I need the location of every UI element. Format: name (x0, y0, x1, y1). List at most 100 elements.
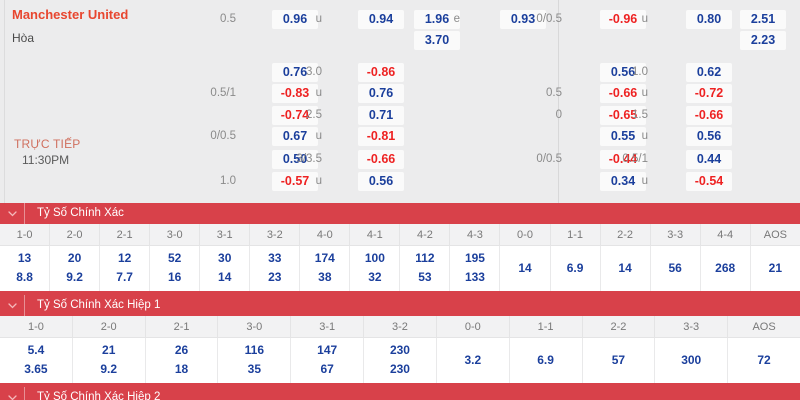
odds-value-cell[interactable]: -0.66 (686, 106, 732, 125)
score-cell[interactable]: 112 53 (399, 245, 451, 291)
score-cell[interactable]: 20 9.2 (49, 245, 101, 291)
section-header[interactable]: Tỷ Số Chính Xác Hiệp 2 (0, 387, 800, 400)
odds-handicap: u (315, 87, 322, 99)
score-value-away: 18 (174, 362, 189, 376)
section-header-divider (24, 387, 25, 400)
score-cell-draw[interactable]: 300 (654, 337, 729, 383)
team-name-home[interactable]: Manchester United (12, 7, 129, 22)
score-cell-draw[interactable]: 21 (750, 245, 800, 291)
score-column-header: 3-3 (650, 224, 701, 246)
score-value-home: 26 (174, 343, 189, 357)
odds-value-cell[interactable]: 0.55 (600, 127, 646, 146)
section-title: Tỷ Số Chính Xác Hiệp 2 (37, 391, 161, 400)
score-cell[interactable]: 174 38 (299, 245, 351, 291)
odds-value-cell[interactable]: 0.56 (686, 127, 732, 146)
score-cell[interactable]: 100 32 (349, 245, 401, 291)
score-column-header: 1-1 (509, 316, 583, 338)
score-cell[interactable]: 33 23 (249, 245, 301, 291)
odds-value-cell[interactable]: 0.56 (358, 172, 404, 191)
chevron-down-icon[interactable] (0, 394, 24, 400)
score-cell-draw[interactable]: 57 (582, 337, 656, 383)
odds-value-cell[interactable]: 0.93 (500, 10, 546, 29)
score-value-away: 9.2 (66, 270, 83, 284)
score-section: Tỷ Số Chính Xác Hiệp 1 1-0 2-0 2-1 3-0 3-1 3-2… (0, 295, 800, 387)
score-cell-draw[interactable]: 6.9 (509, 337, 583, 383)
score-cell[interactable]: 195 133 (449, 245, 501, 291)
score-cell-draw[interactable]: 6.9 (550, 245, 601, 291)
odds-value-cell[interactable]: 1.96 (414, 10, 460, 29)
score-value-away: 8.8 (16, 270, 33, 284)
odds-handicap: 0/0.5 (536, 13, 562, 25)
odds-value-cell[interactable]: -0.44 (600, 150, 646, 169)
odds-value-cell[interactable]: 0.96 (272, 10, 318, 29)
odds-value-cell[interactable]: 0.76 (272, 63, 318, 82)
odds-value-cell[interactable]: 0.44 (686, 150, 732, 169)
score-cell-draw[interactable]: 14 (600, 245, 651, 291)
odds-value-cell[interactable]: 0.50 (272, 150, 318, 169)
odds-value-cell[interactable]: -0.72 (686, 84, 732, 103)
score-value-home: 52 (168, 251, 182, 265)
score-cell[interactable]: 116 35 (217, 337, 292, 383)
score-cell[interactable]: 230 230 (363, 337, 437, 383)
odds-value-cell[interactable]: 0.94 (358, 10, 404, 29)
odds-value-cell[interactable]: 0.76 (358, 84, 404, 103)
score-column-header: 3-3 (654, 316, 729, 338)
odds-value-cell[interactable]: -0.83 (272, 84, 318, 103)
score-column-header: 3-0 (149, 224, 201, 246)
score-column-header: 2-0 (72, 316, 146, 338)
score-cell[interactable]: 52 16 (149, 245, 201, 291)
odds-value-cell[interactable]: 0.34 (600, 172, 646, 191)
odds-value-cell[interactable]: -0.66 (358, 150, 404, 169)
section-header[interactable]: Tỷ Số Chính Xác (0, 203, 800, 224)
odds-value-cell[interactable]: 3.70 (414, 31, 460, 50)
section-header-divider (24, 295, 25, 316)
score-cell-draw[interactable]: 268 (700, 245, 751, 291)
table-row: 13 8.8 20 9.2 12 7.7 52 16 30 14 33 23 174 38 100 32 112… (0, 245, 800, 291)
odds-value-cell[interactable]: -0.54 (686, 172, 732, 191)
score-value-home: 116 (244, 343, 265, 357)
chevron-down-icon[interactable] (0, 210, 24, 217)
score-cell[interactable]: 30 14 (199, 245, 251, 291)
odds-value-cell[interactable]: -0.66 (600, 84, 646, 103)
odds-value-cell[interactable]: 0.56 (600, 63, 646, 82)
section-title: Tỷ Số Chính Xác (37, 207, 124, 219)
score-cell[interactable]: 26 18 (145, 337, 219, 383)
score-column-header: 1-1 (550, 224, 601, 246)
odds-value-cell[interactable]: 0.80 (686, 10, 732, 29)
score-cell-draw[interactable]: 56 (650, 245, 701, 291)
score-value-away: 67 (320, 362, 334, 376)
chevron-down-icon[interactable] (0, 302, 24, 309)
odds-market-divider (558, 0, 559, 203)
section-header[interactable]: Tỷ Số Chính Xác Hiệp 1 (0, 295, 800, 316)
score-cell[interactable]: 147 67 (290, 337, 365, 383)
score-cell[interactable]: 5.4 3.65 (0, 337, 73, 383)
odds-value-cell[interactable]: -0.74 (272, 106, 318, 125)
score-cell[interactable]: 21 9.2 (72, 337, 146, 383)
odds-handicap: 0.5 (220, 13, 236, 25)
odds-value-cell[interactable]: -0.81 (358, 127, 404, 146)
score-column-header: 2-2 (600, 224, 651, 246)
odds-handicap: 3/3.5 (296, 153, 322, 165)
odds-value-cell[interactable]: -0.86 (358, 63, 404, 82)
score-value-away: 53 (418, 270, 432, 284)
odds-value-cell[interactable]: 2.51 (740, 10, 786, 29)
score-table: 1-0 2-0 2-1 3-0 3-1 3-2 4-0 4-1 4-2 4-3 0-0 1-1 2-2 3… (0, 224, 800, 291)
odds-value-cell[interactable]: -0.96 (600, 10, 646, 29)
score-cell-draw[interactable]: 14 (499, 245, 551, 291)
score-cell[interactable]: 12 7.7 (99, 245, 151, 291)
score-cell-draw[interactable]: 72 (727, 337, 800, 383)
match-teams: Manchester United Hòa (12, 6, 242, 48)
odds-value-cell[interactable]: 2.23 (740, 31, 786, 50)
odds-value-cell[interactable]: -0.57 (272, 172, 318, 191)
odds-value-cell[interactable]: 0.67 (272, 127, 318, 146)
odds-value-cell[interactable]: -0.65 (600, 106, 646, 125)
score-column-header: 1-0 (0, 316, 73, 338)
odds-value-cell[interactable]: 0.71 (358, 106, 404, 125)
score-cell[interactable]: 13 8.8 (0, 245, 51, 291)
odds-value-cell[interactable]: 0.62 (686, 63, 732, 82)
score-value-draw: 14 (618, 261, 632, 275)
score-value-draw: 57 (611, 353, 626, 367)
odds-handicap: 0.5 (546, 87, 562, 99)
score-section: Tỷ Số Chính Xác 1-0 2-0 2-1 3-0 3-1 3-2 4-0 4-1 4… (0, 203, 800, 295)
score-cell-draw[interactable]: 3.2 (436, 337, 510, 383)
